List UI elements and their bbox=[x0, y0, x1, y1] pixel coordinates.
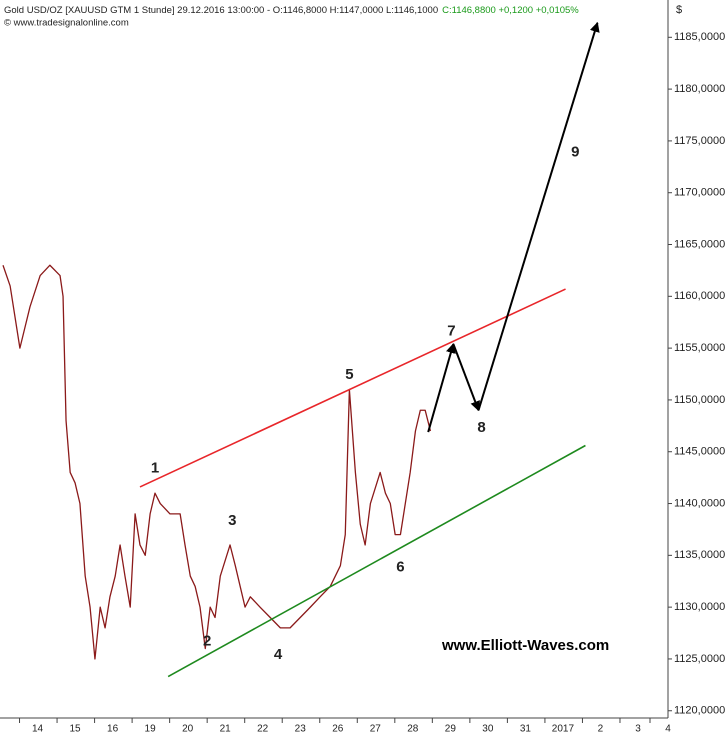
x-tick-label: 2017 bbox=[552, 724, 575, 735]
x-tick-label: 15 bbox=[69, 724, 81, 735]
x-tick-label: 29 bbox=[445, 724, 457, 735]
y-tick-label: 1130,0000 bbox=[674, 601, 725, 613]
series-line bbox=[2, 264, 432, 660]
x-tick-label: 28 bbox=[407, 724, 419, 735]
wave-label: 3 bbox=[228, 512, 236, 529]
x-tick-label: 3 bbox=[635, 724, 641, 735]
y-tick-label: 1170,0000 bbox=[674, 187, 725, 199]
x-tick-label: 27 bbox=[370, 724, 382, 735]
series-line bbox=[139, 288, 566, 488]
y-tick-label: 1165,0000 bbox=[674, 238, 725, 250]
header-close: C:1146,8800 +0,1200 +0,0105% bbox=[442, 5, 579, 16]
y-tick-label: 1135,0000 bbox=[674, 549, 725, 561]
y-tick-label: 1185,0000 bbox=[674, 31, 725, 43]
y-tick-label: 1120,0000 bbox=[674, 705, 725, 717]
header-info: Gold USD/OZ [XAUUSD GTM 1 Stunde] 29.12.… bbox=[4, 5, 438, 16]
watermark: www.Elliott-Waves.com bbox=[441, 637, 609, 654]
series-line bbox=[167, 444, 586, 678]
wave-label: 5 bbox=[345, 366, 353, 383]
y-tick-label: 1125,0000 bbox=[674, 653, 725, 665]
wave-label: 6 bbox=[396, 559, 404, 576]
source-text: © www.tradesignalonline.com bbox=[4, 18, 129, 29]
x-tick-label: 20 bbox=[182, 724, 194, 735]
x-tick-label: 19 bbox=[145, 724, 157, 735]
x-tick-label: 14 bbox=[32, 724, 44, 735]
x-tick-label: 2 bbox=[598, 724, 604, 735]
wave-label: 2 bbox=[203, 632, 211, 649]
y-tick-label: 1145,0000 bbox=[674, 446, 725, 458]
wave-label: 1 bbox=[151, 459, 159, 476]
y-tick-label: 1160,0000 bbox=[674, 290, 725, 302]
header-text: Gold USD/OZ [XAUUSD GTM 1 Stunde] 29.12.… bbox=[4, 5, 579, 16]
x-tick-label: 4 bbox=[665, 724, 671, 735]
y-tick-label: 1155,0000 bbox=[674, 342, 725, 354]
y-unit: $ bbox=[676, 4, 682, 16]
x-tick-label: 23 bbox=[295, 724, 307, 735]
x-tick-label: 21 bbox=[220, 724, 232, 735]
wave-label: 9 bbox=[571, 143, 579, 160]
y-tick-label: 1140,0000 bbox=[674, 497, 725, 509]
x-tick-label: 30 bbox=[482, 724, 494, 735]
wave-label: 4 bbox=[274, 646, 283, 663]
x-tick-label: 16 bbox=[107, 724, 119, 735]
y-tick-label: 1175,0000 bbox=[674, 135, 725, 147]
y-tick-label: 1150,0000 bbox=[674, 394, 725, 406]
arrow bbox=[452, 343, 480, 412]
x-tick-label: 22 bbox=[257, 724, 269, 735]
arrow bbox=[427, 343, 456, 433]
x-tick-label: 31 bbox=[520, 724, 532, 735]
arrow bbox=[477, 21, 600, 411]
wave-label: 8 bbox=[477, 419, 485, 436]
wave-label: 7 bbox=[447, 323, 455, 340]
y-tick-label: 1180,0000 bbox=[674, 83, 725, 95]
x-tick-label: 26 bbox=[332, 724, 344, 735]
